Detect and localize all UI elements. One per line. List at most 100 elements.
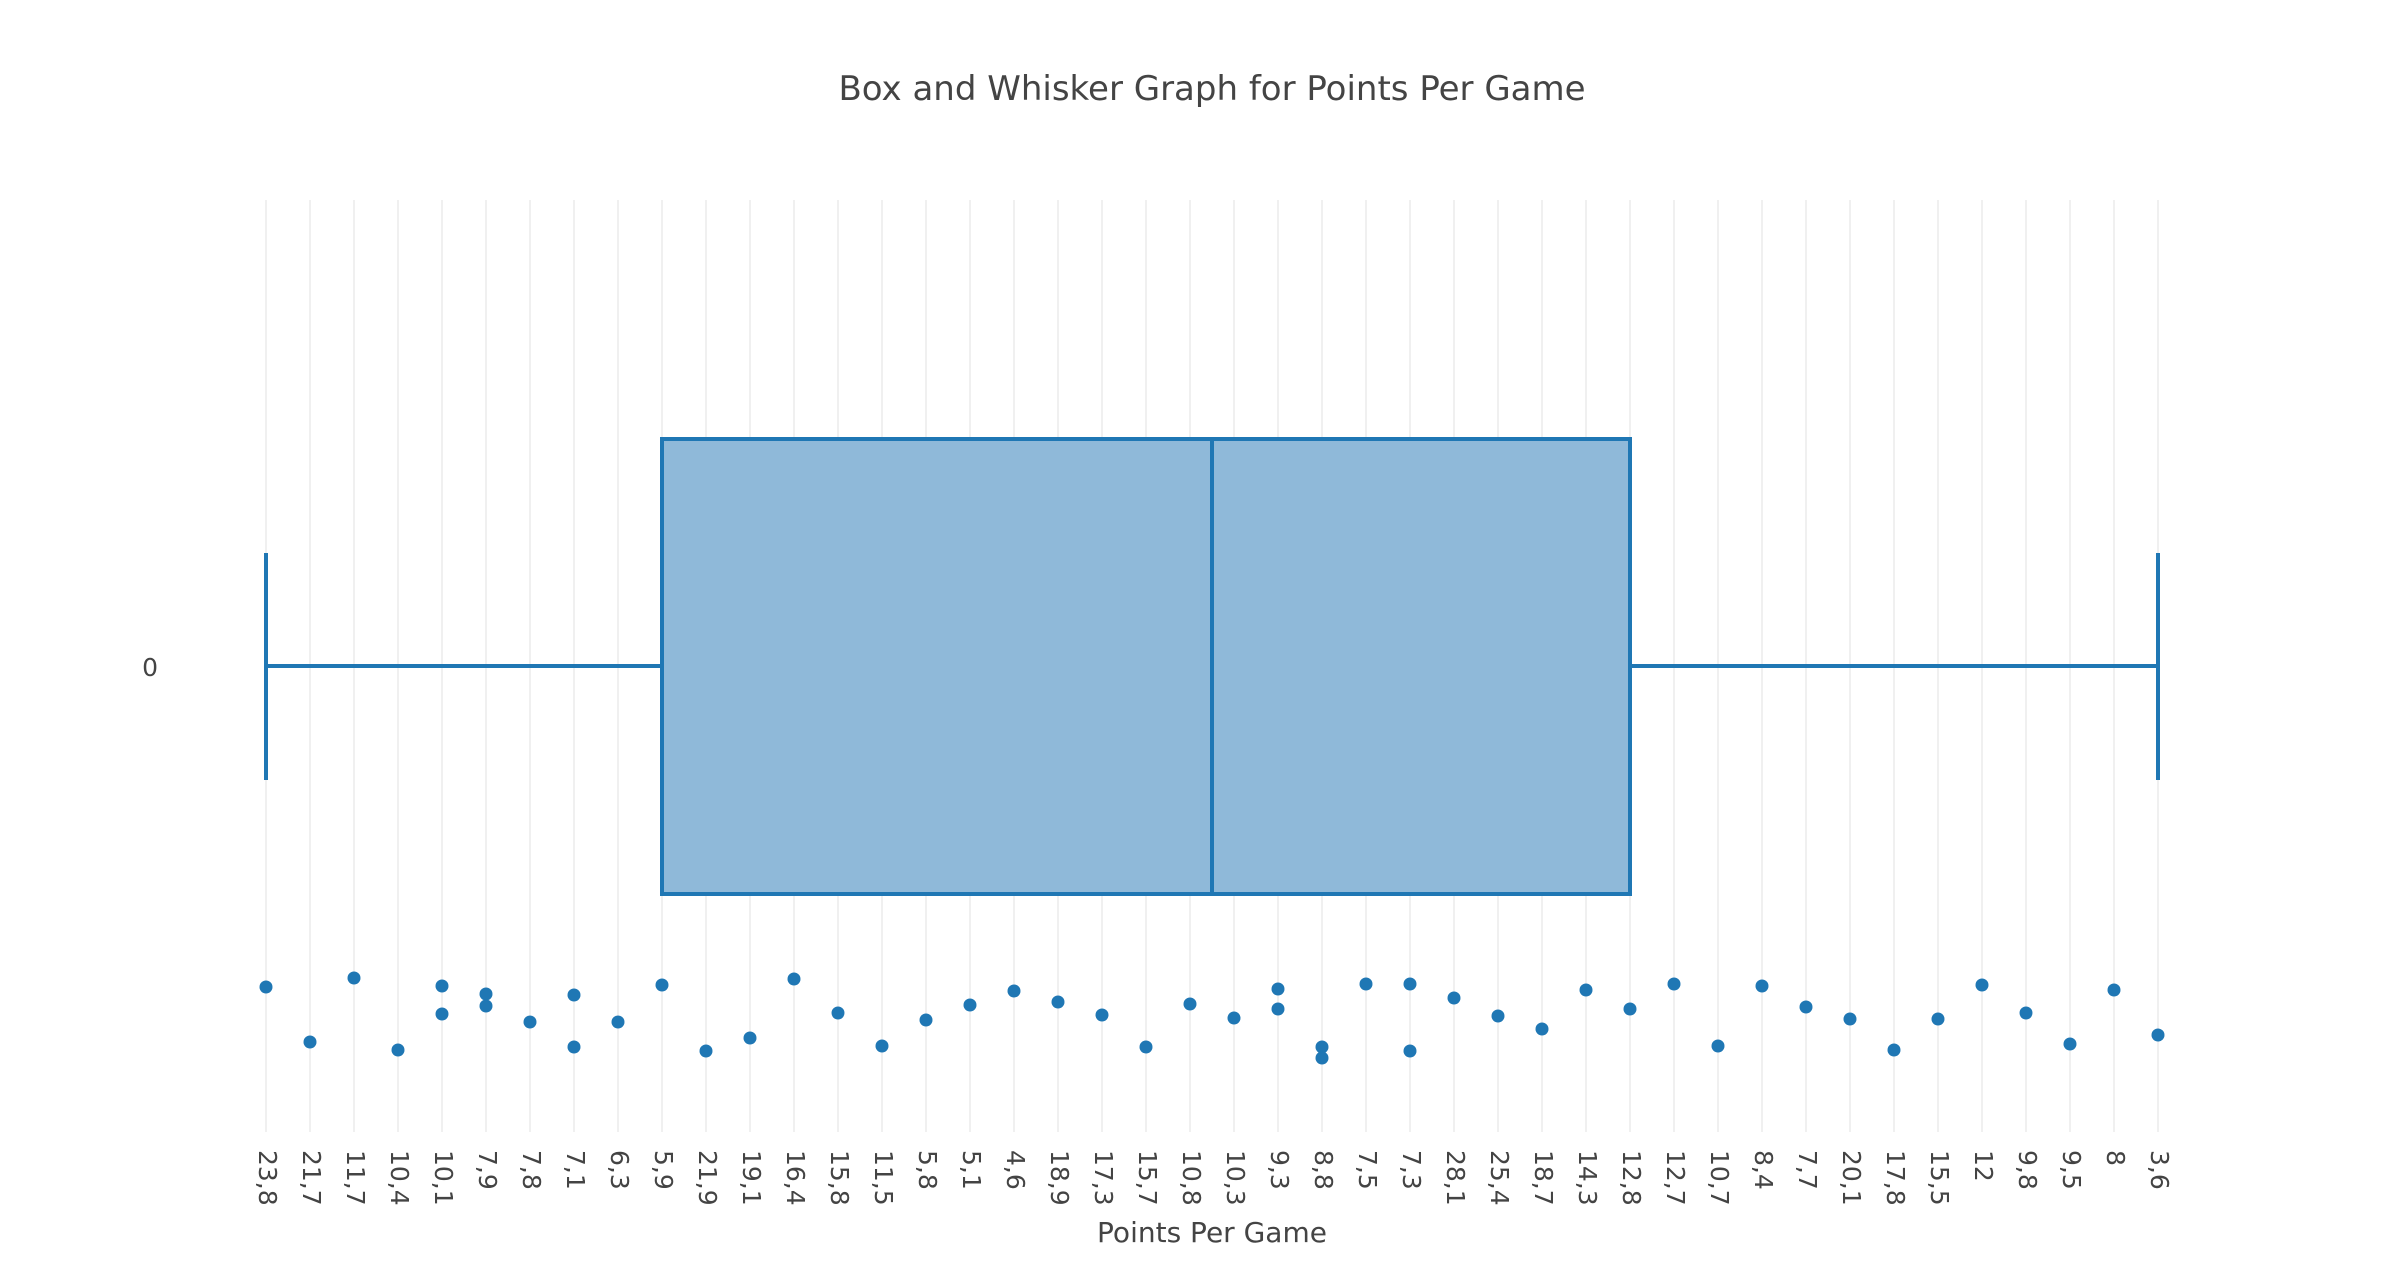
data-point <box>699 1044 713 1058</box>
data-point <box>2019 1006 2033 1020</box>
data-point <box>963 998 977 1012</box>
data-point <box>1799 1000 1813 1014</box>
x-tick-label: 12,8 <box>1617 1150 1646 1206</box>
x-tick-label: 10,1 <box>429 1150 458 1206</box>
x-tick-label: 10,7 <box>1705 1150 1734 1206</box>
x-tick-label: 7,5 <box>1353 1150 1382 1190</box>
x-tick-label: 12 <box>1969 1150 1998 1182</box>
x-tick-label: 5,1 <box>957 1150 986 1190</box>
x-tick-labels: 23,8 21,7 11,7 10,4 10,1 7,9 7,8 7,1 6,3 5,9 21,9 1… <box>253 1150 2174 1206</box>
x-tick-label: 21,7 <box>297 1150 326 1206</box>
data-point <box>347 971 361 985</box>
data-point <box>1359 977 1373 991</box>
data-point <box>1623 1002 1637 1016</box>
data-point <box>1271 982 1285 996</box>
x-tick-label: 18,9 <box>1045 1150 1074 1206</box>
data-point <box>1535 1022 1549 1036</box>
data-point <box>1007 984 1021 998</box>
x-tick-label: 19,1 <box>737 1150 766 1206</box>
x-tick-label: 8 <box>2101 1150 2130 1166</box>
data-point <box>1403 977 1417 991</box>
data-point <box>1183 997 1197 1011</box>
x-tick-label: 14,3 <box>1573 1150 1602 1206</box>
data-point <box>2063 1037 2077 1051</box>
data-point <box>1975 978 1989 992</box>
data-point <box>1579 983 1593 997</box>
data-point <box>1755 979 1769 993</box>
x-tick-label: 28,1 <box>1441 1150 1470 1206</box>
data-point <box>1887 1043 1901 1057</box>
points-layer <box>259 971 2165 1065</box>
data-point <box>919 1013 933 1027</box>
data-point <box>259 980 273 994</box>
x-tick-label: 9,8 <box>2013 1150 2042 1190</box>
x-tick-label: 9,5 <box>2057 1150 2086 1190</box>
x-axis-title: Points Per Game <box>1097 1216 1327 1249</box>
data-point <box>1315 1040 1329 1054</box>
data-point <box>303 1035 317 1049</box>
x-tick-label: 7,7 <box>1793 1150 1822 1190</box>
x-tick-label: 7,3 <box>1397 1150 1426 1190</box>
x-tick-label: 7,1 <box>561 1150 590 1190</box>
x-tick-label: 9,3 <box>1265 1150 1294 1190</box>
x-tick-label: 8,8 <box>1309 1150 1338 1190</box>
data-point <box>1711 1039 1725 1053</box>
data-point <box>391 1043 405 1057</box>
x-tick-label: 11,5 <box>869 1150 898 1206</box>
data-point <box>1843 1012 1857 1026</box>
data-point <box>1315 1051 1329 1065</box>
x-tick-label: 23,8 <box>253 1150 282 1206</box>
data-point <box>787 972 801 986</box>
data-point <box>875 1039 889 1053</box>
x-tick-label: 17,8 <box>1881 1150 1910 1206</box>
x-tick-label: 10,3 <box>1221 1150 1250 1206</box>
x-tick-label: 5,9 <box>649 1150 678 1190</box>
x-tick-label: 15,7 <box>1133 1150 1162 1206</box>
data-point <box>1447 991 1461 1005</box>
box-iqr <box>660 437 1632 896</box>
data-point <box>1931 1012 1945 1026</box>
x-tick-label: 10,8 <box>1177 1150 1206 1206</box>
x-tick-label: 7,9 <box>473 1150 502 1190</box>
x-tick-label: 20,1 <box>1837 1150 1866 1206</box>
data-point <box>1227 1011 1241 1025</box>
x-tick-label: 15,5 <box>1925 1150 1954 1206</box>
data-point <box>1403 1044 1417 1058</box>
y-tick-label: 0 <box>142 653 158 682</box>
x-tick-label: 15,8 <box>825 1150 854 1206</box>
x-tick-label: 21,9 <box>693 1150 722 1206</box>
box-layer <box>264 437 2160 896</box>
x-tick-label: 11,7 <box>341 1150 370 1206</box>
data-point <box>2107 983 2121 997</box>
x-tick-label: 18,7 <box>1529 1150 1558 1206</box>
x-tick-label: 3,6 <box>2145 1150 2174 1190</box>
chart-title: Box and Whisker Graph for Points Per Gam… <box>838 69 1585 109</box>
x-tick-label: 5,8 <box>913 1150 942 1190</box>
x-tick-label: 8,4 <box>1749 1150 1778 1190</box>
data-point <box>655 978 669 992</box>
data-point <box>2151 1028 2165 1042</box>
data-point <box>1051 995 1065 1009</box>
data-point <box>435 1007 449 1021</box>
data-point <box>479 999 493 1013</box>
data-point <box>523 1015 537 1029</box>
data-point <box>743 1031 757 1045</box>
x-tick-label: 12,7 <box>1661 1150 1690 1206</box>
x-tick-label: 4,6 <box>1001 1150 1030 1190</box>
x-tick-label: 16,4 <box>781 1150 810 1206</box>
data-point <box>435 979 449 993</box>
data-point <box>1095 1008 1109 1022</box>
data-point <box>567 1040 581 1054</box>
data-point <box>479 987 493 1001</box>
data-point <box>611 1015 625 1029</box>
x-tick-label: 25,4 <box>1485 1150 1514 1206</box>
x-tick-label: 10,4 <box>385 1150 414 1206</box>
data-point <box>1491 1009 1505 1023</box>
x-tick-label: 6,3 <box>605 1150 634 1190</box>
data-point <box>1139 1040 1153 1054</box>
data-point <box>567 988 581 1002</box>
data-point <box>1667 977 1681 991</box>
data-point <box>1271 1002 1285 1016</box>
